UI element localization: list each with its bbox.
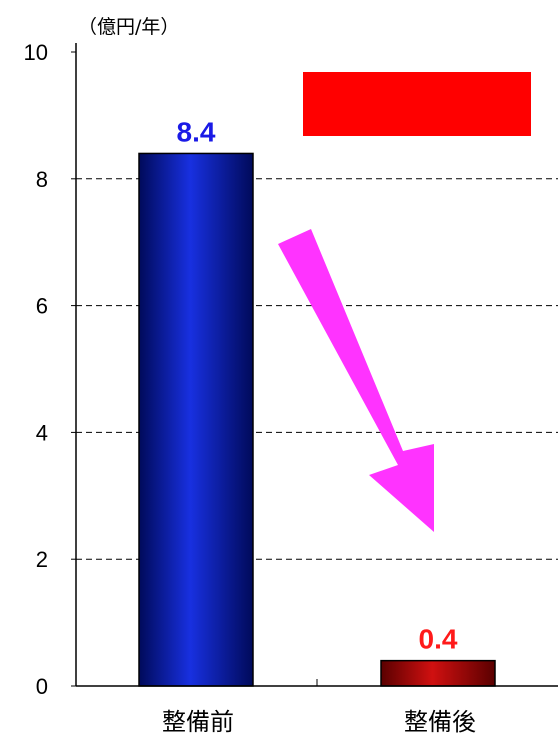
category-label-2: 整備後 — [404, 708, 476, 736]
bar-1 — [138, 152, 254, 687]
y-axis-unit-label: （億円/年） — [78, 16, 179, 38]
y-tick-label: 10 — [24, 40, 48, 65]
y-tick-label: 8 — [36, 167, 48, 192]
y-tick-label: 6 — [36, 294, 48, 319]
y-axis-ticks: 0 2 4 6 8 10 — [24, 40, 76, 699]
y-tick-label: 0 — [36, 674, 48, 699]
bar-2 — [380, 659, 496, 687]
category-label-1: 整備前 — [162, 708, 234, 736]
data-label-1: 8.4 — [177, 116, 216, 147]
y-tick-label: 2 — [36, 547, 48, 572]
bars: 8.4 0.4 — [138, 116, 496, 687]
data-label-2: 0.4 — [419, 624, 458, 655]
red-legend-box — [303, 72, 531, 136]
decrease-arrow — [278, 229, 434, 532]
category-labels: 整備前 整備後 — [162, 708, 476, 736]
y-tick-label: 4 — [36, 420, 48, 445]
